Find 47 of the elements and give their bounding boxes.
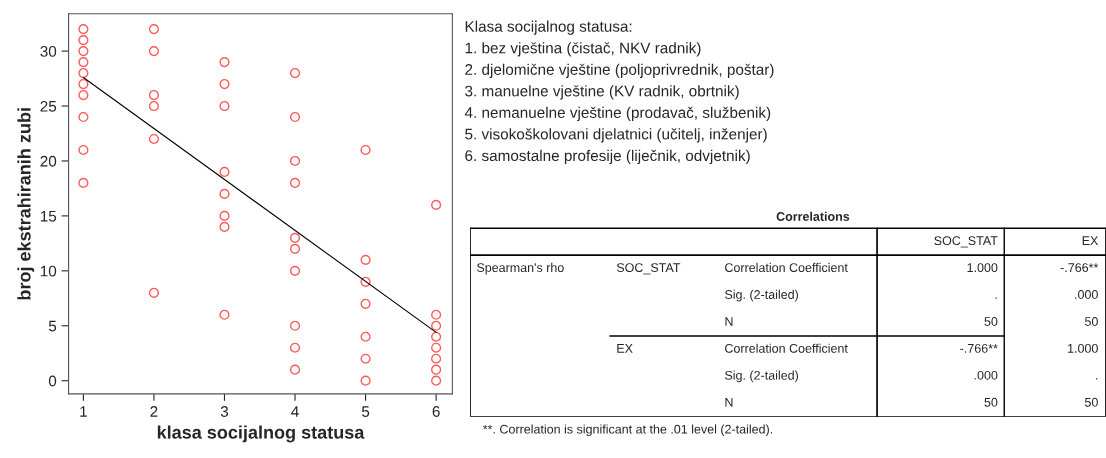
y-tick-label: 0 [48,375,57,387]
text: 1. bez vještina (čistač, NKV radnik) [465,42,701,57]
x-tick-label: 1 [80,406,87,417]
text: Correlation Coefficient [725,262,848,273]
text: SOC_STAT [934,236,998,248]
text: 1.000 [967,263,998,273]
x-axis-title: klasa socijalnog statusa [157,425,365,443]
y-tick-label: 25 [40,100,57,112]
text: 3. manuelne vještine (KV radnik, obrtnik) [465,85,739,100]
text: 5. visokoškolovani djelatnici (učitelj, inženjer) [465,128,767,143]
text: Sig. (2-tailed) [725,289,798,302]
text: 1.000 [1068,343,1098,353]
text: . [995,297,997,299]
text: 50 [1084,317,1098,326]
y-tick-label: 10 [40,265,57,277]
text: . [1096,378,1098,380]
text: Klasa socijalnog statusa: [465,20,632,35]
text: 4. nemanuelne vještine (prodavač, službenik) [464,106,771,122]
x-tick-label: 6 [432,406,440,417]
text: -.766** [1060,263,1099,273]
text: Spearman's rho [476,262,564,275]
text: -.766** [960,343,998,353]
text: .000 [974,370,998,380]
y-tick-label: 20 [40,155,57,167]
text: .000 [1075,290,1098,299]
text: Sig. (2-tailed) [725,370,798,383]
x-tick-label: 4 [291,406,299,417]
y-tick-label: 30 [40,45,57,57]
x-tick-label: 3 [220,406,229,417]
text: EX [1082,236,1099,245]
text: **. Correlation is significant at the .01 level (2-tailed). [482,424,773,437]
text: EX [617,344,633,353]
text: Correlation Coefficient [725,343,848,353]
y-tick-label: 15 [40,210,57,222]
y-tick-label: 5 [48,320,57,332]
y-axis-title: broj ekstrahiranih zubi [17,108,35,300]
text: 50 [984,397,998,407]
text: 50 [984,317,998,326]
text: 2. djelomične vještine (poljoprivrednik, poštar) [465,63,774,78]
text: N [725,317,733,326]
text: SOC_STAT [616,263,681,275]
x-tick-label: 2 [150,406,158,417]
text: N [725,397,733,407]
text: 50 [1084,397,1098,407]
text: 6. samostalne profesije (liječnik, odvjetnik) [465,149,750,165]
text: Correlations [776,211,850,221]
x-tick-label: 5 [361,406,370,417]
